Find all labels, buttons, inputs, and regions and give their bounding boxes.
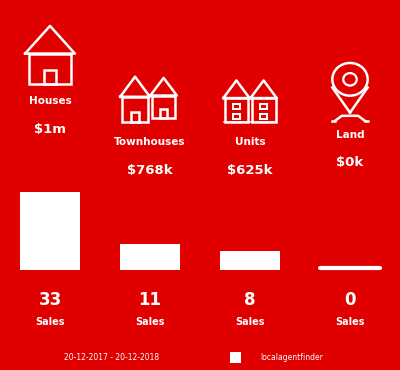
Text: Land: Land bbox=[336, 130, 364, 139]
Text: $768k: $768k bbox=[127, 164, 173, 177]
Text: Houses: Houses bbox=[29, 96, 71, 106]
Bar bbox=[233, 104, 240, 109]
Text: Sales: Sales bbox=[335, 317, 365, 327]
Bar bbox=[252, 98, 276, 122]
Text: 33: 33 bbox=[38, 291, 62, 309]
Text: Sales: Sales bbox=[235, 317, 265, 327]
Bar bbox=[224, 98, 248, 122]
Text: $1m: $1m bbox=[34, 123, 66, 136]
Text: Sales: Sales bbox=[135, 317, 165, 327]
Bar bbox=[120, 244, 180, 270]
Bar bbox=[152, 95, 175, 118]
Text: 8: 8 bbox=[244, 291, 256, 309]
Text: $625k: $625k bbox=[227, 164, 273, 177]
Bar bbox=[122, 97, 148, 122]
Text: 11: 11 bbox=[138, 291, 162, 309]
Bar bbox=[160, 110, 167, 118]
Text: $0k: $0k bbox=[336, 156, 364, 169]
Text: 20-12-2017 - 20-12-2018: 20-12-2017 - 20-12-2018 bbox=[64, 353, 160, 361]
Text: Townhouses: Townhouses bbox=[114, 137, 186, 147]
Bar bbox=[44, 70, 56, 84]
Text: 0: 0 bbox=[344, 291, 356, 309]
Bar bbox=[20, 192, 80, 270]
Bar bbox=[260, 114, 267, 119]
Bar bbox=[131, 112, 139, 122]
Text: Units: Units bbox=[235, 137, 265, 147]
Bar bbox=[233, 114, 240, 119]
Bar bbox=[220, 251, 280, 270]
Text: Sales: Sales bbox=[35, 317, 65, 327]
Bar bbox=[230, 352, 241, 363]
Bar bbox=[260, 104, 267, 109]
Bar bbox=[29, 54, 71, 84]
Text: localagentfinder: localagentfinder bbox=[260, 353, 323, 361]
